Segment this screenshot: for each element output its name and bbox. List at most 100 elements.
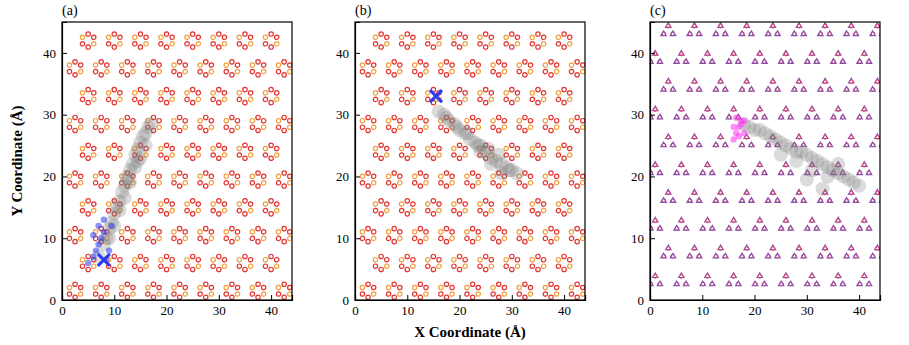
- atom: [183, 236, 187, 240]
- atom: [775, 253, 781, 258]
- dot: [98, 235, 104, 241]
- atom: [556, 35, 560, 39]
- atom: [248, 146, 252, 150]
- atom: [261, 63, 265, 67]
- atom: [523, 226, 527, 230]
- atom: [530, 146, 534, 150]
- point-cross: [430, 90, 442, 102]
- atom: [732, 275, 736, 279]
- atom: [657, 281, 663, 286]
- atom: [452, 208, 456, 212]
- atom: [172, 63, 176, 67]
- point-ring: [543, 171, 559, 188]
- atom: [536, 87, 540, 91]
- point-ring: [80, 143, 96, 160]
- atom: [848, 78, 854, 83]
- density: [439, 111, 453, 125]
- atom: [418, 184, 422, 188]
- atom: [385, 153, 389, 157]
- point-ring: [426, 199, 442, 216]
- point-ring: [426, 87, 442, 104]
- point-ring: [439, 226, 455, 243]
- atom: [732, 108, 736, 112]
- point-trimer: [713, 245, 728, 258]
- atom: [784, 163, 788, 167]
- atom: [80, 42, 84, 46]
- atom: [758, 108, 762, 112]
- atom: [568, 35, 572, 39]
- atom: [491, 69, 495, 73]
- point-trimer: [752, 106, 767, 119]
- atom: [112, 87, 116, 91]
- point-ring: [452, 143, 468, 160]
- point-ring: [373, 254, 389, 271]
- atom: [450, 63, 454, 67]
- atom: [801, 86, 807, 91]
- atom: [836, 219, 840, 223]
- atom: [853, 86, 859, 91]
- atom: [536, 254, 540, 258]
- atom: [386, 292, 390, 296]
- atom: [562, 45, 566, 49]
- atom: [360, 236, 364, 240]
- atom: [211, 208, 215, 212]
- atom: [164, 254, 168, 258]
- point-ring: [67, 171, 83, 188]
- atom: [692, 23, 698, 28]
- atom: [159, 257, 163, 261]
- atom: [523, 128, 527, 132]
- atom: [392, 184, 396, 188]
- atom: [133, 35, 137, 39]
- atom: [804, 281, 810, 286]
- atom: [581, 174, 585, 178]
- atom: [796, 78, 802, 83]
- atom: [476, 69, 480, 73]
- atom: [853, 198, 859, 203]
- atom: [424, 236, 428, 240]
- x-tick-mark: [114, 295, 115, 300]
- atom: [86, 212, 90, 216]
- atom: [151, 60, 155, 64]
- atom: [510, 32, 514, 36]
- atom: [288, 69, 292, 73]
- atom: [530, 208, 534, 212]
- atom: [661, 31, 667, 36]
- atom: [652, 162, 658, 167]
- point-trimer: [650, 273, 663, 286]
- atom: [804, 225, 810, 230]
- x-tick: 20: [161, 295, 174, 318]
- atom: [556, 146, 560, 150]
- atom: [862, 217, 868, 222]
- atom: [666, 191, 670, 195]
- atom: [217, 156, 221, 160]
- point-ring: [399, 143, 415, 160]
- atom: [399, 97, 403, 101]
- atom: [478, 35, 482, 39]
- atom: [196, 153, 200, 157]
- atom: [515, 264, 519, 268]
- atom: [282, 226, 286, 230]
- atom: [398, 285, 402, 289]
- atom: [791, 198, 797, 203]
- atom: [196, 35, 200, 39]
- point-ring: [386, 226, 402, 243]
- atom: [543, 69, 547, 73]
- atom: [870, 198, 876, 203]
- atom: [120, 292, 124, 296]
- atom: [222, 264, 226, 268]
- point-ring: [198, 60, 214, 77]
- atom: [670, 253, 676, 258]
- atom: [569, 69, 573, 73]
- atom: [392, 295, 396, 299]
- atom: [373, 146, 377, 150]
- atom: [185, 208, 189, 212]
- atom: [211, 146, 215, 150]
- point-ring: [452, 87, 468, 104]
- point-ring: [276, 226, 292, 243]
- atom: [778, 59, 784, 64]
- atom: [398, 118, 402, 122]
- atom: [172, 125, 176, 129]
- atom: [581, 63, 585, 67]
- atom: [726, 114, 732, 119]
- atom: [866, 114, 872, 119]
